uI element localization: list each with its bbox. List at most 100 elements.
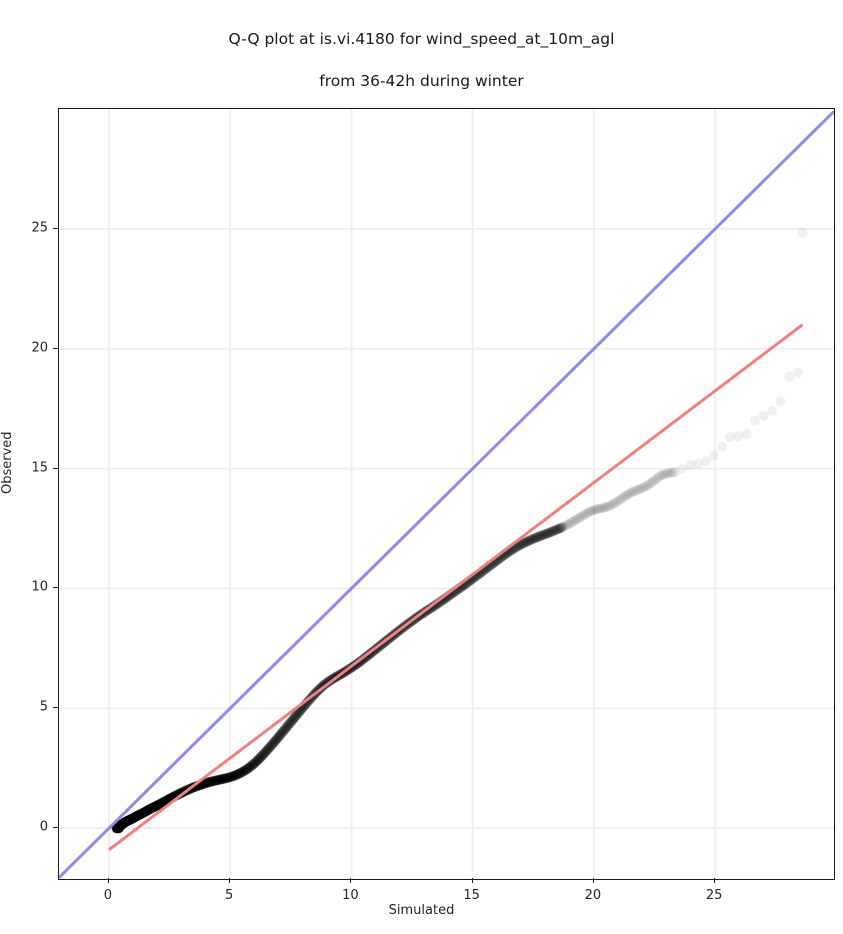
scatter-point [263, 743, 274, 754]
scatter-point [125, 814, 136, 825]
scatter-point [129, 812, 140, 823]
scatter-point [758, 410, 769, 421]
scatter-point [142, 805, 153, 816]
title-line-2: from 36-42h during winter [319, 72, 524, 90]
scatter-point [218, 773, 229, 784]
scatter-point [133, 810, 144, 821]
scatter-point [117, 819, 128, 830]
scatter-point [115, 820, 126, 831]
scatter-point [227, 771, 238, 782]
scatter-point [279, 724, 290, 735]
scatter-point [139, 806, 150, 817]
scatter-point [126, 814, 137, 825]
scatter-point [543, 528, 554, 539]
scatter-point [533, 531, 544, 542]
scatter-point [142, 805, 153, 816]
scatter-point [129, 812, 140, 823]
scatter-point [537, 530, 548, 541]
scatter-point [128, 813, 139, 824]
scatter-point [235, 768, 246, 779]
scatter-point [267, 739, 278, 750]
scatter-point [233, 769, 244, 779]
scatter-point [293, 707, 304, 718]
scatter-point [115, 820, 126, 831]
scatter-point [149, 801, 160, 812]
scatter-point [256, 751, 267, 762]
scatter-point [119, 817, 130, 828]
scatter-point [150, 801, 161, 812]
scatter-point [211, 775, 222, 786]
scatter-point [292, 708, 303, 719]
scatter-point [112, 823, 123, 834]
scatter-point [546, 526, 557, 537]
scatter-point [548, 525, 559, 536]
scatter-point [139, 807, 150, 818]
scatter-point [116, 819, 127, 830]
scatter-point [685, 459, 696, 470]
scatter-point [233, 769, 244, 780]
x-tick-label: 0 [103, 888, 113, 903]
scatter-point [202, 777, 213, 788]
scatter-point [267, 738, 278, 749]
scatter-point [121, 816, 132, 827]
scatter-point [153, 799, 164, 810]
scatter-point [124, 814, 135, 825]
scatter-point [218, 773, 229, 784]
scatter-point [246, 760, 257, 771]
scatter-point [119, 817, 130, 828]
scatter-point [141, 806, 152, 817]
scatter-point [201, 777, 212, 788]
scatter-point [118, 818, 129, 829]
x-tick-label: 5 [225, 888, 234, 903]
scatter-point [148, 802, 159, 813]
scatter-point [531, 532, 542, 543]
scatter-point [147, 802, 158, 813]
scatter-point [604, 500, 615, 511]
scatter-point [216, 774, 227, 785]
scatter-point [254, 753, 265, 764]
scatter-point [111, 823, 122, 834]
scatter-point [116, 820, 127, 831]
scatter-point [524, 535, 535, 546]
scatter-point [138, 807, 149, 818]
scatter-point [114, 821, 125, 832]
scatter-point [274, 730, 285, 741]
scatter-point [116, 819, 127, 830]
scatter-point [114, 822, 125, 833]
scatter-point [224, 772, 235, 783]
scatter-point [279, 724, 290, 735]
scatter-point [115, 820, 126, 831]
scatter-point [158, 797, 169, 808]
scatter-point [205, 776, 216, 787]
scatter-point [125, 814, 136, 825]
scatter-point [247, 759, 258, 770]
scatter-point [251, 755, 262, 766]
scatter-point [121, 816, 132, 827]
scatter-point [531, 532, 542, 543]
scatter-point [560, 520, 571, 531]
scatter-point [117, 819, 128, 830]
scatter-point [206, 776, 217, 787]
scatter-point [115, 820, 126, 831]
scatter-point [152, 800, 163, 811]
scatter-point [157, 797, 168, 808]
scatter-point [552, 524, 563, 535]
scatter-point [115, 820, 126, 831]
scatter-point [116, 819, 127, 830]
scatter-point [139, 806, 150, 817]
scatter-point [127, 813, 138, 824]
scatter-point [114, 821, 125, 832]
scatter-point [214, 774, 225, 785]
scatter-point [141, 806, 152, 817]
scatter-point [240, 765, 251, 776]
scatter-point [224, 772, 235, 783]
scatter-point [116, 819, 127, 830]
scatter-point [115, 820, 126, 831]
scatter-point [622, 489, 633, 500]
scatter-point [292, 709, 303, 720]
scatter-point [114, 822, 125, 833]
scatter-point [127, 813, 138, 824]
scatter-point [536, 530, 547, 541]
scatter-point [121, 816, 132, 827]
scatter-point [555, 523, 566, 534]
